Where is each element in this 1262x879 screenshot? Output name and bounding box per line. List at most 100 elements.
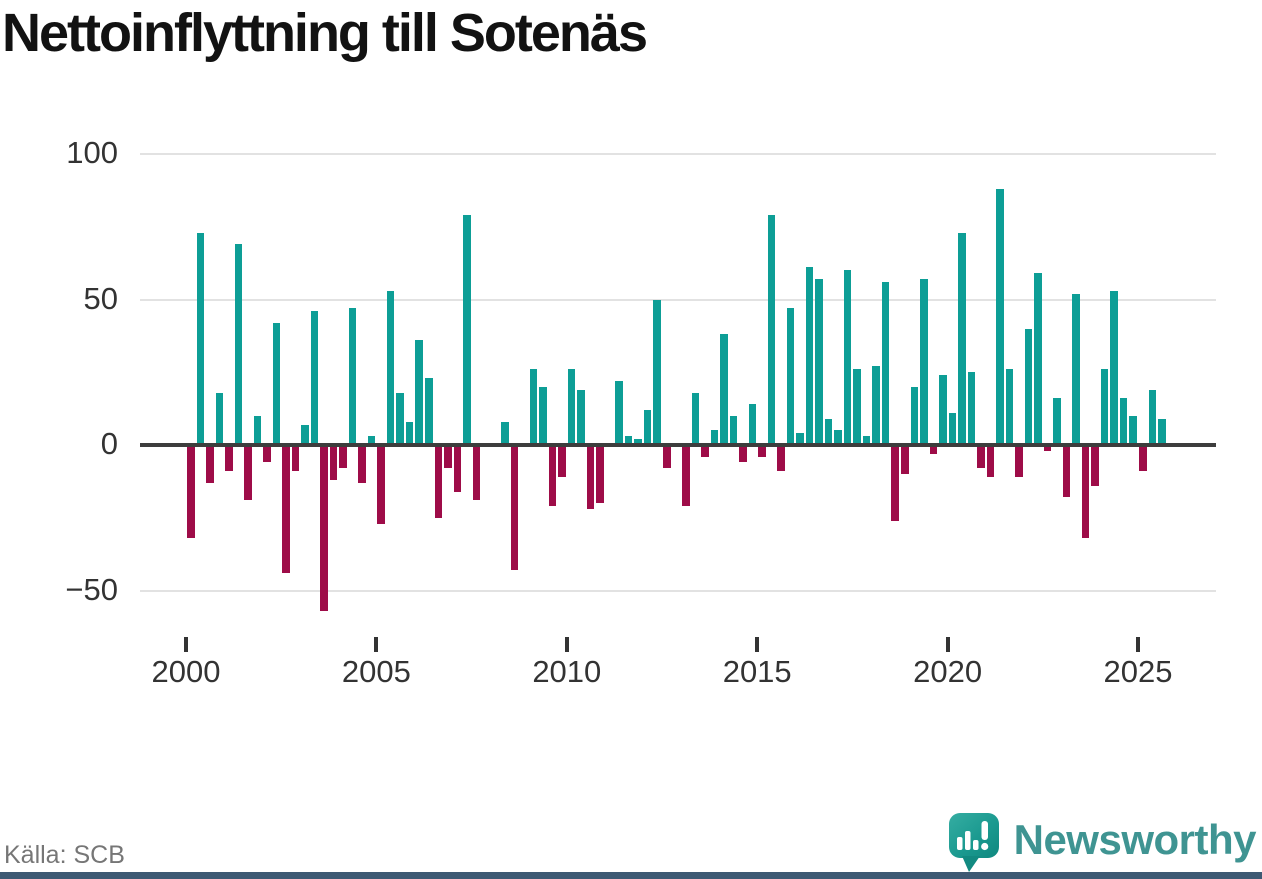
bar-2004-Q2 xyxy=(348,308,357,445)
bar-2025-Q2 xyxy=(1148,389,1157,445)
bar-2023-Q4 xyxy=(1091,445,1099,486)
x-axis-label-2020: 2020 xyxy=(913,654,983,689)
bar-2019-Q1 xyxy=(910,386,919,445)
x-axis-tick-2005 xyxy=(374,637,379,652)
bar-2012-Q1 xyxy=(643,410,652,445)
x-axis-label-2000: 2000 xyxy=(151,654,221,689)
gridline--50 xyxy=(140,589,1216,592)
bar-2017-Q1 xyxy=(834,430,842,445)
bar-2013-Q1 xyxy=(682,445,690,507)
x-axis-tick-2020 xyxy=(945,637,950,652)
bar-2021-Q3 xyxy=(1005,369,1014,445)
bar-2006-Q3 xyxy=(434,445,443,518)
bar-2006-Q2 xyxy=(425,378,433,445)
bar-2007-Q1 xyxy=(453,445,462,492)
y-axis-label: 0 xyxy=(100,426,118,461)
bar-2023-Q2 xyxy=(1072,293,1080,445)
bar-2020-Q3 xyxy=(967,372,976,445)
bar-2024-Q1 xyxy=(1100,369,1109,445)
bar-2010-Q4 xyxy=(596,445,604,504)
bar-2024-Q3 xyxy=(1119,398,1128,445)
bar-2021-Q2 xyxy=(996,188,1004,445)
bar-2000-Q4 xyxy=(215,392,224,445)
bar-2014-Q2 xyxy=(729,415,738,445)
bar-2023-Q3 xyxy=(1081,445,1090,539)
bar-2014-Q1 xyxy=(720,334,728,445)
bar-2021-Q4 xyxy=(1015,445,1023,477)
x-axis-tick-2015 xyxy=(755,637,760,652)
bar-2001-Q4 xyxy=(253,415,262,445)
bar-2002-Q2 xyxy=(272,322,281,445)
bar-2003-Q1 xyxy=(301,424,309,445)
footer-accent-bar xyxy=(0,872,1262,879)
x-axis-label-2010: 2010 xyxy=(532,654,602,689)
bar-2016-Q2 xyxy=(805,267,814,445)
bar-2000-Q2 xyxy=(196,232,205,445)
bar-2022-Q1 xyxy=(1024,328,1033,445)
bar-2013-Q3 xyxy=(701,445,709,457)
bar-2004-Q3 xyxy=(358,445,366,483)
bar-2015-Q1 xyxy=(758,445,766,457)
bar-2009-Q3 xyxy=(548,445,557,507)
bar-2020-Q1 xyxy=(948,412,957,445)
bar-2008-Q3 xyxy=(510,445,519,571)
bar-2014-Q3 xyxy=(739,445,747,463)
bar-2000-Q1 xyxy=(187,445,195,539)
bar-2011-Q3 xyxy=(624,436,633,445)
bar-2001-Q3 xyxy=(244,445,252,501)
bar-2004-Q4 xyxy=(367,436,376,445)
bar-2002-Q1 xyxy=(263,445,271,463)
y-axis-label: 100 xyxy=(66,135,118,170)
bar-2019-Q4 xyxy=(939,375,947,445)
bar-2000-Q3 xyxy=(206,445,214,483)
x-axis-label-2015: 2015 xyxy=(722,654,792,689)
bar-2011-Q4 xyxy=(634,439,642,445)
newsworthy-wordmark: Newsworthy xyxy=(1013,816,1257,863)
bar-2006-Q1 xyxy=(415,340,423,445)
bar-2023-Q1 xyxy=(1062,445,1071,498)
bar-2004-Q1 xyxy=(339,445,347,469)
gridline-50 xyxy=(140,298,1216,301)
bar-2017-Q3 xyxy=(853,369,861,445)
bar-2020-Q4 xyxy=(977,445,985,469)
x-axis-label-2005: 2005 xyxy=(341,654,411,689)
bar-2015-Q4 xyxy=(786,308,795,445)
bar-2012-Q2 xyxy=(653,299,661,445)
bar-2018-Q1 xyxy=(872,366,880,445)
source-label: Källa: SCB xyxy=(4,841,125,869)
bar-2016-Q1 xyxy=(796,433,804,445)
bar-2021-Q1 xyxy=(986,445,995,477)
bar-2024-Q4 xyxy=(1129,415,1137,445)
bar-2010-Q1 xyxy=(567,369,576,445)
plot-area: 2000 2005 2010 2015 2020 2025 xyxy=(140,140,1216,700)
bar-2016-Q3 xyxy=(815,279,823,445)
bar-2013-Q2 xyxy=(691,392,700,445)
bar-2009-Q4 xyxy=(558,445,566,477)
bar-2025-Q1 xyxy=(1139,445,1147,472)
y-axis-label: −50 xyxy=(65,571,118,607)
bar-2002-Q3 xyxy=(282,445,290,574)
chart-title: Nettoinflyttning till Sotenäs xyxy=(2,3,648,63)
bar-2018-Q4 xyxy=(901,445,909,475)
x-axis-tick-2010 xyxy=(564,637,569,652)
bar-2001-Q2 xyxy=(234,244,243,445)
newsworthy-logo-icon xyxy=(948,813,999,872)
y-axis-label: 50 xyxy=(83,280,118,316)
bar-2010-Q3 xyxy=(586,445,595,510)
bar-2001-Q1 xyxy=(225,445,233,472)
x-axis-tick-2025 xyxy=(1136,637,1140,652)
bar-2015-Q2 xyxy=(767,215,776,445)
bar-2009-Q1 xyxy=(529,369,538,445)
bar-2002-Q4 xyxy=(291,445,300,472)
bar-2012-Q3 xyxy=(663,445,671,469)
bar-2003-Q4 xyxy=(329,445,338,480)
bar-2005-Q1 xyxy=(377,445,385,524)
bar-2019-Q3 xyxy=(929,445,938,454)
bar-2024-Q2 xyxy=(1110,290,1118,445)
bar-2009-Q2 xyxy=(539,386,547,445)
bar-2013-Q4 xyxy=(710,430,719,445)
bar-2016-Q4 xyxy=(824,418,833,445)
brand-footer: Newsworthy xyxy=(948,812,1257,874)
bar-2020-Q2 xyxy=(958,232,966,445)
